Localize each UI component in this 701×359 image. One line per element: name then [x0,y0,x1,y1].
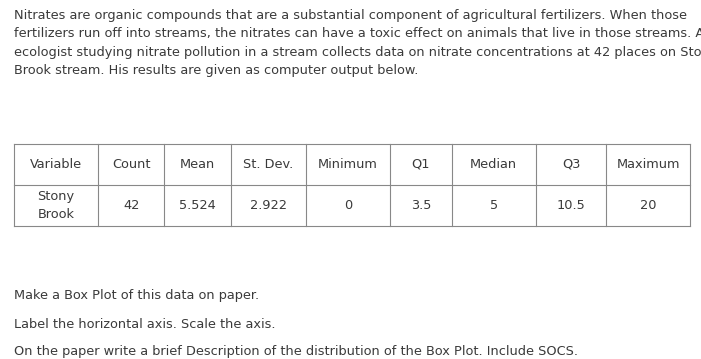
Text: Brook: Brook [38,208,74,221]
Text: 0: 0 [343,199,352,212]
Text: Label the horizontal axis. Scale the axis.: Label the horizontal axis. Scale the axi… [14,318,275,331]
Text: Mean: Mean [180,158,215,171]
Text: Nitrates are organic compounds that are a substantial component of agricultural : Nitrates are organic compounds that are … [14,9,701,78]
Text: 3.5: 3.5 [411,199,431,212]
Text: 10.5: 10.5 [557,199,585,212]
Text: 5: 5 [490,199,498,212]
Text: St. Dev.: St. Dev. [243,158,294,171]
Text: Maximum: Maximum [617,158,680,171]
Text: Median: Median [470,158,517,171]
Text: 2.922: 2.922 [250,199,287,212]
Text: 5.524: 5.524 [179,199,216,212]
Text: On the paper write a brief Description of the distribution of the Box Plot. Incl: On the paper write a brief Description o… [14,345,578,358]
Text: 42: 42 [123,199,139,212]
Text: Make a Box Plot of this data on paper.: Make a Box Plot of this data on paper. [14,289,259,302]
Text: Q1: Q1 [411,158,430,171]
Text: Minimum: Minimum [318,158,378,171]
Text: Q3: Q3 [562,158,580,171]
Text: Variable: Variable [30,158,82,171]
Text: Count: Count [112,158,151,171]
Text: 20: 20 [640,199,657,212]
Text: Stony: Stony [37,190,74,203]
